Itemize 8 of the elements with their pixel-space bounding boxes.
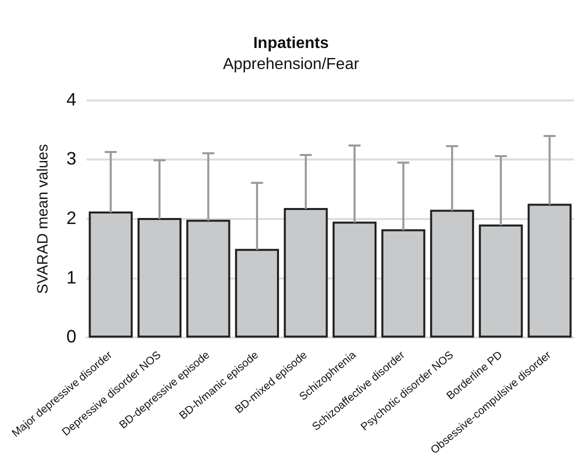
chart-title: Inpatients — [253, 35, 329, 52]
chart-subtitle: Apprehension/Fear — [222, 56, 360, 74]
y-tick-label: 0 — [66, 326, 76, 347]
y-axis-title: SVARAD mean values — [34, 144, 52, 294]
y-tick-label: 3 — [66, 148, 76, 169]
y-tick-label: 2 — [66, 208, 76, 228]
y-tick-label: 4 — [66, 89, 76, 110]
y-tick-label: 1 — [66, 267, 76, 288]
